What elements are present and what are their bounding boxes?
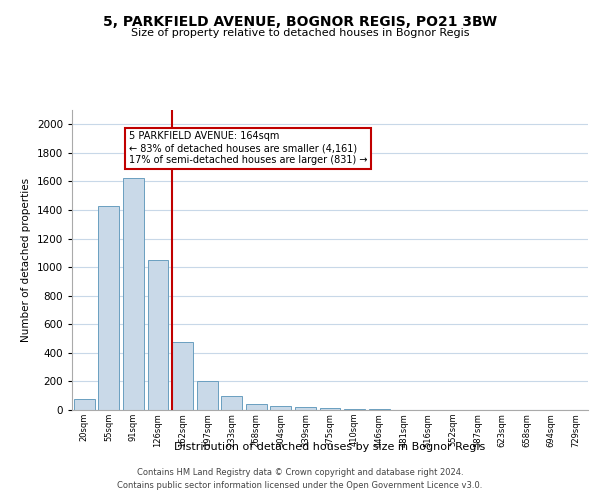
Text: 5, PARKFIELD AVENUE, BOGNOR REGIS, PO21 3BW: 5, PARKFIELD AVENUE, BOGNOR REGIS, PO21 … bbox=[103, 15, 497, 29]
Bar bbox=[98, 206, 119, 410]
Bar bbox=[246, 404, 267, 410]
Bar bbox=[123, 178, 144, 410]
Bar bbox=[172, 342, 193, 410]
Text: Distribution of detached houses by size in Bognor Regis: Distribution of detached houses by size … bbox=[175, 442, 485, 452]
Bar bbox=[197, 382, 218, 410]
Bar bbox=[221, 396, 242, 410]
Bar bbox=[271, 406, 292, 410]
Bar bbox=[320, 408, 340, 410]
Bar bbox=[344, 408, 365, 410]
Bar bbox=[74, 400, 95, 410]
Text: Size of property relative to detached houses in Bognor Regis: Size of property relative to detached ho… bbox=[131, 28, 469, 38]
Text: Contains public sector information licensed under the Open Government Licence v3: Contains public sector information licen… bbox=[118, 480, 482, 490]
Bar bbox=[148, 260, 169, 410]
Text: 5 PARKFIELD AVENUE: 164sqm
← 83% of detached houses are smaller (4,161)
17% of s: 5 PARKFIELD AVENUE: 164sqm ← 83% of deta… bbox=[128, 132, 367, 164]
Bar bbox=[295, 407, 316, 410]
Text: Contains HM Land Registry data © Crown copyright and database right 2024.: Contains HM Land Registry data © Crown c… bbox=[137, 468, 463, 477]
Y-axis label: Number of detached properties: Number of detached properties bbox=[21, 178, 31, 342]
